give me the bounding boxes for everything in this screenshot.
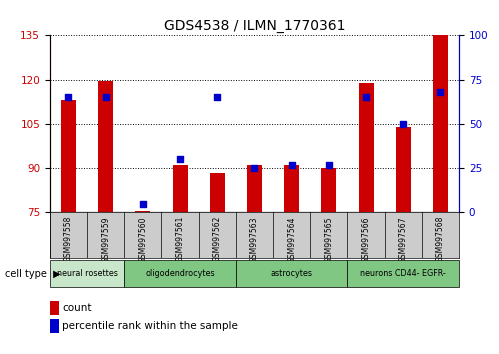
Bar xyxy=(98,81,113,212)
FancyBboxPatch shape xyxy=(50,260,124,287)
Bar xyxy=(61,100,76,212)
Text: GSM997562: GSM997562 xyxy=(213,216,222,262)
Point xyxy=(64,95,72,100)
Point xyxy=(250,165,258,171)
FancyBboxPatch shape xyxy=(347,260,459,287)
Text: neural rosettes: neural rosettes xyxy=(57,269,118,278)
FancyBboxPatch shape xyxy=(236,260,347,287)
Point xyxy=(213,95,221,100)
Text: GSM997568: GSM997568 xyxy=(436,216,445,262)
Point xyxy=(288,162,296,167)
Bar xyxy=(396,127,411,212)
Text: cell type  ▶: cell type ▶ xyxy=(5,269,60,279)
Bar xyxy=(210,172,225,212)
Text: GSM997559: GSM997559 xyxy=(101,216,110,263)
Bar xyxy=(321,168,336,212)
Text: GSM997563: GSM997563 xyxy=(250,216,259,263)
Title: GDS4538 / ILMN_1770361: GDS4538 / ILMN_1770361 xyxy=(164,19,345,33)
Text: neurons CD44- EGFR-: neurons CD44- EGFR- xyxy=(360,269,446,278)
Bar xyxy=(433,35,448,212)
Text: GSM997558: GSM997558 xyxy=(64,216,73,262)
Point xyxy=(325,162,333,167)
Bar xyxy=(173,165,188,212)
Point xyxy=(437,89,445,95)
Text: oligodendrocytes: oligodendrocytes xyxy=(145,269,215,278)
Point xyxy=(102,95,110,100)
Text: GSM997561: GSM997561 xyxy=(176,216,185,262)
Point xyxy=(362,95,370,100)
FancyBboxPatch shape xyxy=(124,260,236,287)
Text: GSM997564: GSM997564 xyxy=(287,216,296,263)
Bar xyxy=(359,82,374,212)
Text: GSM997567: GSM997567 xyxy=(399,216,408,263)
Point xyxy=(139,201,147,206)
Bar xyxy=(284,165,299,212)
Point xyxy=(176,156,184,162)
Text: GSM997565: GSM997565 xyxy=(324,216,333,263)
Text: GSM997566: GSM997566 xyxy=(362,216,371,263)
Text: GSM997560: GSM997560 xyxy=(138,216,147,263)
Bar xyxy=(247,165,262,212)
Point xyxy=(399,121,407,127)
Text: percentile rank within the sample: percentile rank within the sample xyxy=(62,321,238,331)
Text: astrocytes: astrocytes xyxy=(270,269,313,278)
Bar xyxy=(135,211,150,212)
Text: count: count xyxy=(62,303,92,313)
